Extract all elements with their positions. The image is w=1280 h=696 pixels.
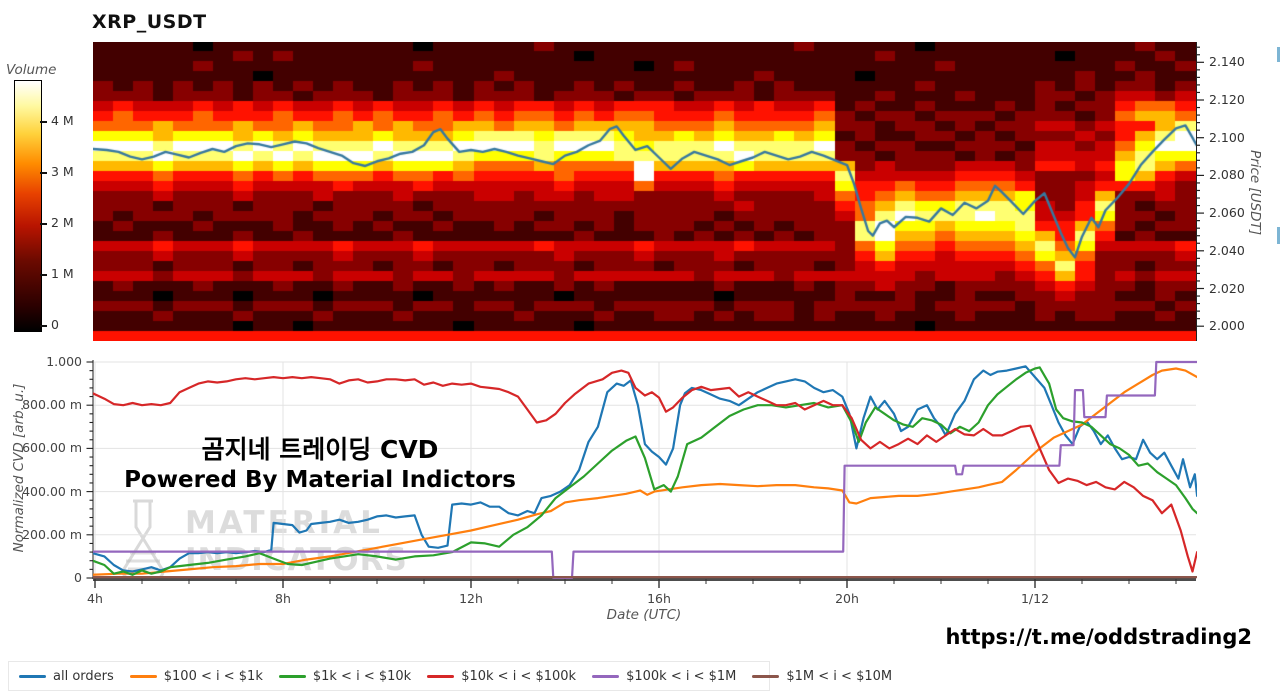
legend-item: $1M < i < $10M — [752, 669, 892, 684]
legend-swatch — [129, 674, 157, 678]
cvd-x-tick-label: 16h — [647, 591, 671, 606]
cvd-x-tick-label: 4h — [87, 591, 103, 606]
legend-item: $100 < i < $1k — [129, 668, 263, 684]
cvd-x-tick-label: 12h — [459, 591, 483, 606]
legend-item: all orders — [19, 669, 114, 684]
colorbar-tick-label: 1 M — [51, 266, 74, 281]
price-tick-label: 2.060 — [1209, 205, 1245, 221]
cvd-x-tick-label: 1/12 — [1020, 591, 1050, 606]
cvd-series--10k-i-100k — [93, 369, 1197, 573]
colorbar-tick — [40, 172, 47, 174]
legend-swatch — [427, 674, 455, 678]
chart-title: XRP_USDT — [92, 11, 207, 33]
price-tick-label: 2.080 — [1209, 167, 1245, 183]
legend-swatch — [278, 674, 306, 678]
colorbar-tick-label: 0 — [51, 317, 59, 332]
cvd-series-all-orders — [93, 365, 1197, 573]
telegram-url: https://t.me/oddstrading2 — [945, 625, 1253, 649]
legend: all orders $100 < i < $1k $1k < i < $10k $1… — [8, 661, 892, 691]
colorbar-tick-label: 4 M — [51, 113, 74, 128]
cvd-series--100k-i-1M — [93, 360, 1197, 579]
edge-artifact — [1277, 227, 1280, 244]
cvd-x-tick-label: 20h — [835, 591, 859, 606]
legend-label: $1k < i < $10k — [312, 668, 412, 684]
colorbar-tick — [40, 325, 47, 327]
legend-item: $10k < i < $100k — [427, 669, 576, 684]
legend-label: $1M < i < $10M — [786, 668, 893, 684]
legend-swatch — [752, 674, 780, 678]
legend-label: $100 < i < $1k — [163, 668, 263, 684]
legend-label: $10k < i < $100k — [461, 668, 577, 684]
cvd-x-axis-label: Date (UTC) — [606, 607, 682, 623]
cvd-series-group — [93, 360, 1197, 579]
price-tick-label: 2.040 — [1209, 242, 1245, 258]
volume-colorbar — [14, 80, 42, 332]
edge-artifact — [1277, 47, 1280, 62]
price-tick-label: 2.140 — [1209, 54, 1245, 70]
legend-item: $100k < i < $1M — [592, 669, 736, 684]
cvd-y-axis-label: Normalized CVD [arb. u.] — [11, 383, 27, 553]
legend-label: $100k < i < $1M — [626, 668, 737, 684]
cvd-y-tick-label: 200.00 m — [22, 526, 82, 542]
legend-swatch — [19, 674, 46, 678]
colorbar-tick-label: 3 M — [51, 164, 74, 179]
price-axis-label: Price [USDT] — [1247, 150, 1263, 236]
cvd-y-tick-label: 1.000 — [46, 354, 82, 369]
volume-heatmap — [93, 42, 1196, 341]
legend-item: $1k < i < $10k — [278, 668, 412, 684]
colorbar-tick — [40, 274, 47, 276]
cvd-x-tick-label: 8h — [275, 591, 291, 606]
cvd-y-tick-label: 800.00 m — [22, 397, 82, 413]
colorbar-tick — [40, 223, 47, 225]
cvd-y-tick-label: 0 — [74, 570, 82, 585]
overlay-title: 곰지네 트레이딩 CVD — [201, 435, 439, 464]
price-tick-label: 2.120 — [1209, 92, 1245, 107]
cvd-series--1k-i-10k — [93, 366, 1197, 576]
colorbar-tick-label: 2 M — [51, 215, 74, 230]
overlay-subtitle: Powered By Material Indictors — [124, 467, 516, 493]
colorbar-label: Volume — [6, 62, 57, 78]
colorbar-tick — [40, 121, 47, 123]
legend-label: all orders — [53, 668, 114, 684]
price-tick-label: 2.000 — [1209, 318, 1245, 334]
cvd-y-tick-label: 600.00 m — [22, 440, 82, 456]
price-tick-label: 2.100 — [1209, 129, 1245, 145]
cvd-y-tick-label: 400.00 m — [22, 483, 82, 499]
legend-swatch — [592, 674, 620, 678]
price-tick-label: 2.020 — [1209, 280, 1245, 296]
